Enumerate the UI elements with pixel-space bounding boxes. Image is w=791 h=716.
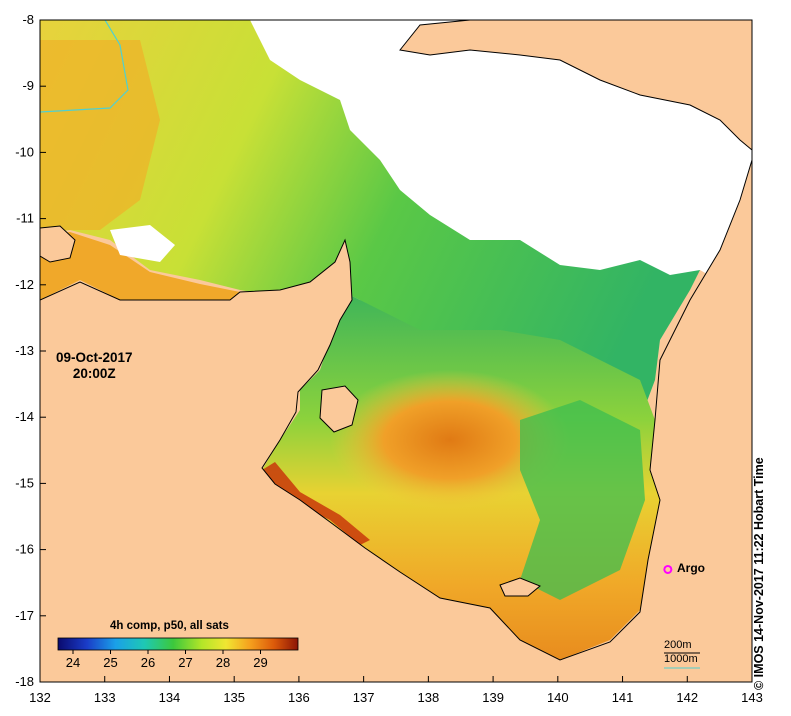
x-tick-label: 143 <box>741 690 763 705</box>
time-label: 20:00Z <box>72 366 116 381</box>
cloud-patch-west <box>110 225 175 262</box>
y-tick-label: -12 <box>15 277 34 292</box>
y-axis: -8 -9 -10 -11 -12 -13 -14 -15 -16 -17 -18 <box>15 12 46 689</box>
y-tick-label: -16 <box>15 542 34 557</box>
x-tick-label: 136 <box>288 690 310 705</box>
argo-marker[interactable] <box>663 564 673 574</box>
sst-green-tongue <box>520 400 645 600</box>
x-tick-label: 142 <box>676 690 698 705</box>
y-tick-label: -13 <box>15 343 34 358</box>
y-tick-label: -8 <box>22 12 34 27</box>
x-tick-label: 141 <box>612 690 634 705</box>
map-plot-area <box>40 20 752 682</box>
y-tick-label: -10 <box>15 144 34 159</box>
sst-warm-core <box>330 370 570 510</box>
colorbar-gradient <box>57 637 299 651</box>
colorbar-tick-label: 29 <box>253 655 267 670</box>
x-tick-label: 140 <box>547 690 569 705</box>
date-label: 09-Oct-2017 <box>56 350 133 365</box>
colorbar-tick-label: 24 <box>66 655 80 670</box>
imos-credit: © IMOS 14-Nov-2017 11:22 Hobart Time <box>752 457 766 690</box>
sst-west-bay-sea <box>40 232 240 300</box>
colorbar: 24 25 26 27 28 29 <box>57 637 299 670</box>
date-stamp: 09-Oct-2017 20:00Z <box>56 350 133 382</box>
argo-label[interactable]: Argo <box>677 561 705 575</box>
x-tick-label: 139 <box>482 690 504 705</box>
sst-coastal-hot-band <box>262 462 370 545</box>
sst-western-warm <box>40 40 160 230</box>
land-mornington-island <box>499 577 541 597</box>
colorbar-title: 4h comp, p50, all sats <box>110 620 229 632</box>
x-tick-label: 133 <box>94 690 116 705</box>
colorbar-tick-label: 26 <box>141 655 155 670</box>
x-tick-label: 137 <box>353 690 375 705</box>
land-tiwi-islands <box>40 225 76 263</box>
y-tick-label: -14 <box>15 409 34 424</box>
x-tick-label: 138 <box>418 690 440 705</box>
colorbar-tick-label: 27 <box>178 655 192 670</box>
land-groote-eylandt <box>319 385 359 433</box>
colorbar-tick-label: 25 <box>103 655 117 670</box>
y-tick-label: -17 <box>15 608 34 623</box>
y-tick-label: -18 <box>15 674 34 689</box>
land-australia <box>40 159 752 682</box>
depth-200m-label: 200m <box>664 639 692 651</box>
y-tick-label: -9 <box>22 78 34 93</box>
y-tick-label: -11 <box>16 211 34 226</box>
land-new-guinea <box>399 20 752 151</box>
contour-200m <box>40 20 129 113</box>
depth-legend: 200m 1000m <box>664 638 698 666</box>
x-tick-label: 132 <box>29 690 51 705</box>
y-tick-label: -15 <box>15 475 34 490</box>
x-tick-label: 134 <box>159 690 181 705</box>
colorbar-tick-label: 28 <box>216 655 230 670</box>
x-axis: 132 133 134 135 136 137 138 139 140 141 142 143 <box>29 676 763 705</box>
x-tick-label: 135 <box>223 690 245 705</box>
depth-1000m-label: 1000m <box>664 653 698 665</box>
